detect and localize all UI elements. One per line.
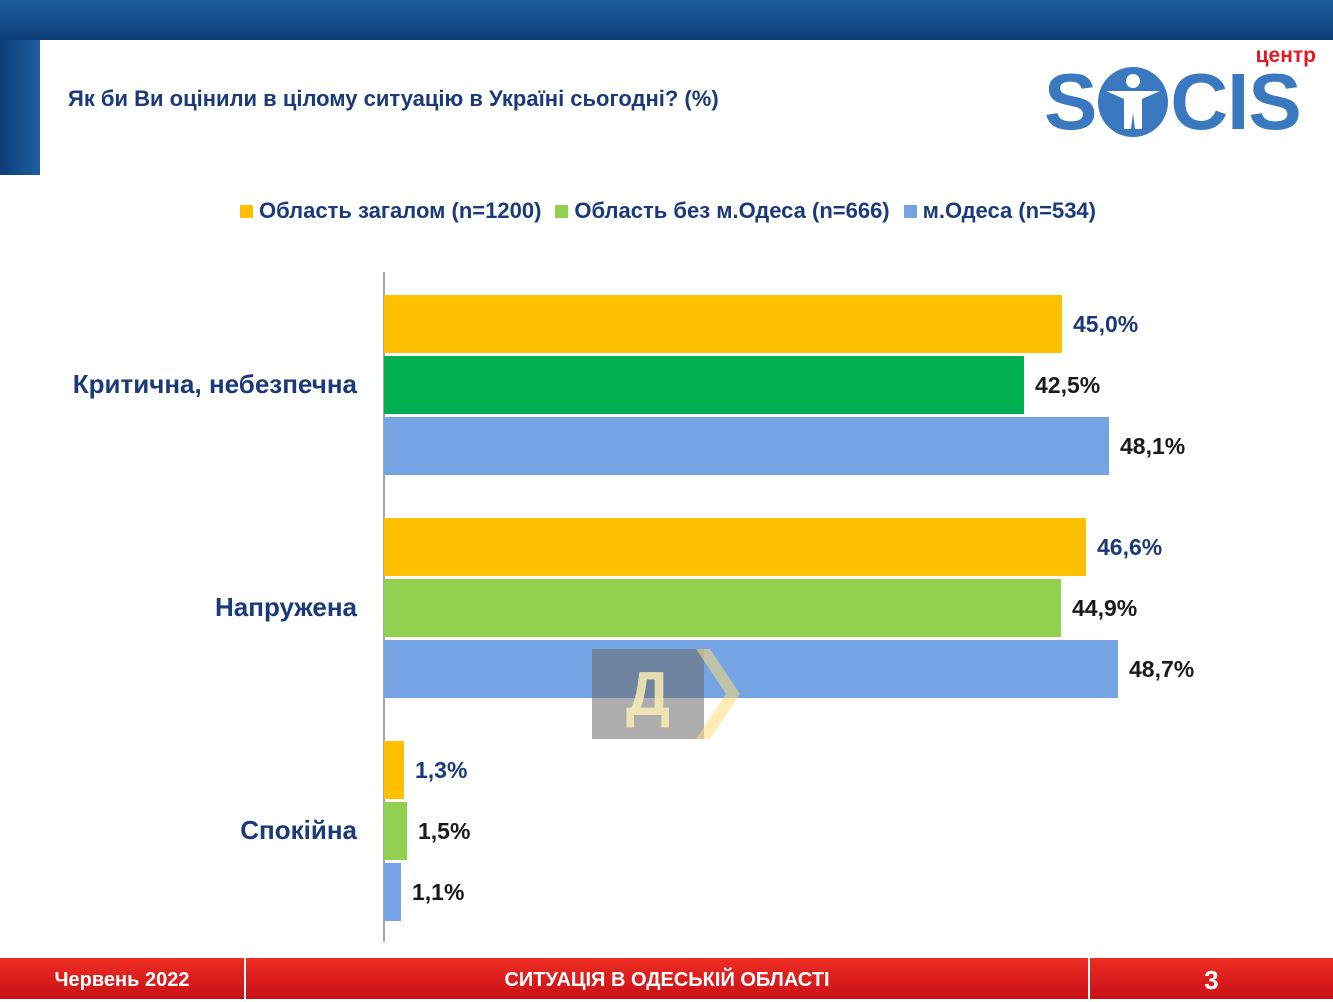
page-number: 3 (1204, 965, 1219, 995)
logo-word-right: CIS (1170, 57, 1301, 146)
legend-swatch-odesa-city (903, 204, 917, 218)
footer-bar: Червень 2022 СИТУАЦІЯ В ОДЕСЬКІЙ ОБЛАСТІ… (0, 958, 1333, 999)
legend-item-oblast-without-odesa: Область без м.Одеса (n=666) (555, 198, 890, 224)
category-label-calm: Спокійна (240, 815, 357, 845)
bar-calm-oblast-without-odesa (384, 802, 407, 860)
category-label-tense: Напружена (215, 592, 357, 622)
data-label-calm-odesa-city: 1,1% (412, 879, 465, 905)
logo-word: S CIS (1044, 57, 1302, 146)
footer-separator (1088, 958, 1090, 999)
chart-legend: Область загалом (n=1200) Область без м.О… (240, 197, 1110, 225)
data-label-critical-odesa-city: 48,1% (1120, 433, 1186, 459)
legend-label-odesa-city: м.Одеса (n=534) (922, 198, 1096, 223)
category-label-critical: Критична, небезпечна (72, 369, 357, 399)
data-label-tense-odesa-city: 48,7% (1129, 656, 1195, 682)
data-label-critical-oblast-total: 45,0% (1073, 311, 1139, 337)
data-label-critical-oblast-without-odesa: 42,5% (1035, 372, 1101, 398)
footer-title: СИТУАЦІЯ В ОДЕСЬКІЙ ОБЛАСТІ (504, 969, 830, 991)
legend-swatch-oblast-total (240, 204, 253, 218)
legend-label-oblast-total: Область загалом (n=1200) (259, 198, 542, 223)
socis-logo: центр S CIS (1044, 44, 1320, 146)
legend-item-odesa-city: м.Одеса (n=534) (903, 198, 1096, 224)
top-band (0, 0, 1333, 40)
logo-word-left: S (1044, 57, 1097, 146)
bar-tense-oblast-without-odesa (384, 579, 1061, 637)
footer-date: Червень 2022 (54, 969, 190, 991)
data-label-tense-oblast-without-odesa: 44,9% (1072, 595, 1138, 621)
person-icon (1098, 67, 1169, 137)
data-label-calm-oblast-without-odesa: 1,5% (418, 818, 471, 844)
legend-item-oblast-total: Область загалом (n=1200) (240, 198, 541, 224)
page-title: Як би Ви оцінили в цілому ситуацію в Укр… (68, 86, 719, 111)
bar-calm-oblast-total (384, 741, 404, 799)
legend-label-oblast-without-odesa: Область без м.Одеса (n=666) (574, 198, 890, 223)
bar-critical-oblast-without-odesa (384, 356, 1024, 414)
bar-critical-odesa-city (384, 417, 1109, 475)
footer-separator (244, 958, 246, 999)
bar-tense-odesa-city (384, 640, 1118, 698)
left-accent-block (0, 40, 40, 175)
data-label-tense-oblast-total: 46,6% (1097, 534, 1163, 560)
data-label-calm-oblast-total: 1,3% (415, 757, 468, 783)
bar-tense-oblast-total (384, 518, 1086, 576)
bar-critical-oblast-total (384, 295, 1062, 353)
legend-swatch-oblast-without-odesa (555, 204, 569, 218)
bar-calm-odesa-city (384, 863, 401, 921)
logo-small-text: центр (1255, 44, 1316, 67)
